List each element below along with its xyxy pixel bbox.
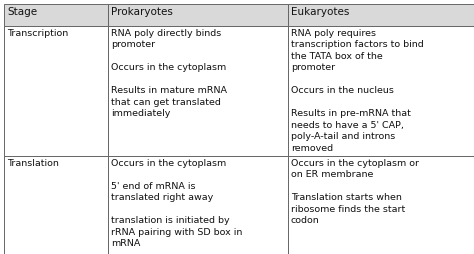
Bar	[4, 4, 108, 26]
Bar	[4, 156, 108, 254]
Bar	[108, 4, 288, 26]
Text: Prokaryotes: Prokaryotes	[111, 7, 173, 17]
Text: Translation: Translation	[7, 159, 59, 168]
Bar	[288, 26, 474, 156]
Bar	[108, 156, 288, 254]
Text: Eukaryotes: Eukaryotes	[291, 7, 349, 17]
Bar	[288, 4, 474, 26]
Text: RNA poly directly binds
promoter

Occurs in the cytoplasm

Results in mature mRN: RNA poly directly binds promoter Occurs …	[111, 29, 227, 118]
Text: Occurs in the cytoplasm

5' end of mRNA is
translated right away

translation is: Occurs in the cytoplasm 5' end of mRNA i…	[111, 159, 242, 248]
Bar	[288, 156, 474, 254]
Bar	[4, 26, 108, 156]
Text: RNA poly requires
transcription factors to bind
the TATA box of the
promoter

Oc: RNA poly requires transcription factors …	[291, 29, 424, 152]
Text: Occurs in the cytoplasm or
on ER membrane

Translation starts when
ribosome find: Occurs in the cytoplasm or on ER membran…	[291, 159, 419, 225]
Bar	[108, 26, 288, 156]
Text: Stage: Stage	[7, 7, 37, 17]
Text: Transcription: Transcription	[7, 29, 68, 38]
